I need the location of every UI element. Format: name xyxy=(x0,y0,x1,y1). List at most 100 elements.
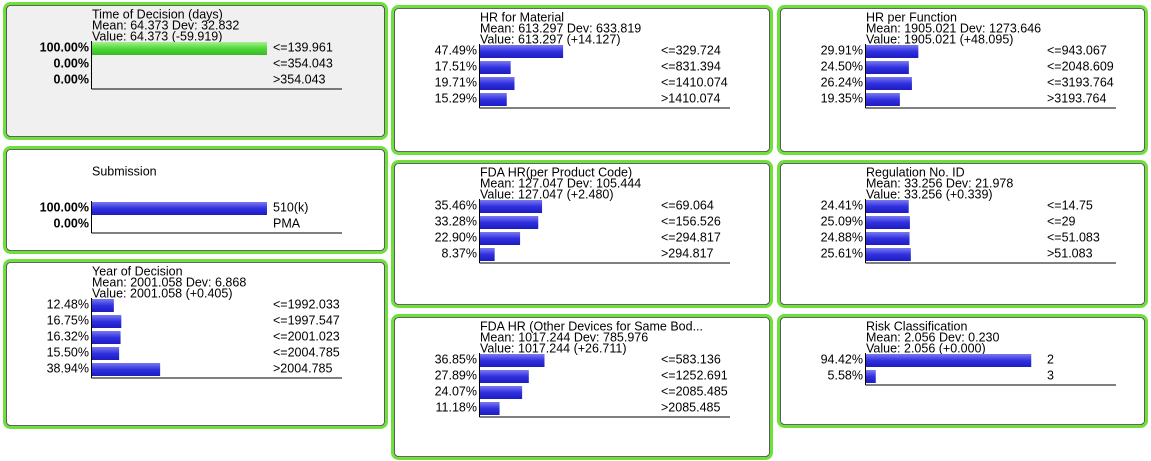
node-title: FDA HR(per Product Code) xyxy=(480,165,632,179)
state-prob: 19.35% xyxy=(821,91,863,105)
node-value: Value: 33.256 (+0.339) xyxy=(866,187,993,201)
state-bar xyxy=(480,93,507,106)
state-prob: 33.28% xyxy=(435,214,477,228)
state-prob: 24.88% xyxy=(821,230,863,244)
node-outline xyxy=(394,163,770,305)
node-mean: Mean: 2001.058 Dev: 6.868 xyxy=(92,275,246,289)
state-label: <=354.043 xyxy=(273,56,333,70)
state-prob: 27.89% xyxy=(435,368,477,382)
state-prob: 19.71% xyxy=(435,75,477,89)
node-mean: Mean: 33.256 Dev: 21.978 xyxy=(866,176,1013,190)
node-value: Value: 1017.244 (+26.711) xyxy=(480,341,627,355)
state-bar xyxy=(480,232,521,245)
state-label: <=2004.785 xyxy=(273,345,340,359)
state-bar xyxy=(866,200,909,213)
node-value: Value: 1905.021 (+48.095) xyxy=(866,32,1013,46)
state-label: <=51.083 xyxy=(1047,230,1100,244)
state-label: <=1997.547 xyxy=(273,313,340,327)
state-prob: 36.85% xyxy=(435,352,477,366)
state-label: <=2001.023 xyxy=(273,329,340,343)
node-title: Submission xyxy=(92,164,157,178)
state-prob: 24.50% xyxy=(821,59,863,73)
state-bar xyxy=(92,299,114,312)
state-prob: 15.29% xyxy=(435,91,477,105)
state-prob: 11.18% xyxy=(436,400,477,414)
state-bar xyxy=(866,61,909,74)
state-label: >1410.074 xyxy=(661,91,720,105)
state-label: <=943.067 xyxy=(1047,43,1107,57)
node-title: Risk Classification xyxy=(866,319,967,333)
node-frame xyxy=(391,160,773,308)
state-prob: 22.90% xyxy=(435,230,477,244)
node-title: FDA HR (Other Devices for Same Bod... xyxy=(480,319,703,333)
state-label: <=329.724 xyxy=(661,43,721,57)
node-frame xyxy=(777,314,1148,428)
node-outline xyxy=(780,8,1145,152)
state-prob: 8.37% xyxy=(442,246,477,260)
state-bar xyxy=(866,45,919,58)
state-bar xyxy=(866,232,910,245)
state-bar xyxy=(866,77,912,90)
state-label: <=294.817 xyxy=(661,230,721,244)
node-frame xyxy=(777,5,1148,155)
state-prob: 0.00% xyxy=(54,56,89,70)
state-label: >2085.485 xyxy=(661,400,720,414)
state-bar xyxy=(480,216,539,229)
state-label: >294.817 xyxy=(661,246,714,260)
node-value: Value: 2001.058 (+0.405) xyxy=(92,286,233,300)
node-value: Value: 64.373 (-59.919) xyxy=(92,29,222,43)
state-prob: 24.41% xyxy=(821,198,863,212)
node-title: HR per Function xyxy=(866,10,957,24)
state-bar xyxy=(480,386,523,399)
node-mean: Mean: 127.047 Dev: 105.444 xyxy=(480,176,641,190)
state-bar xyxy=(480,61,511,74)
state-label: <=139.961 xyxy=(273,40,333,54)
state-prob: 16.75% xyxy=(47,313,89,327)
state-prob: 38.94% xyxy=(47,361,89,375)
state-bar xyxy=(866,216,910,229)
state-bar xyxy=(480,45,564,58)
node-title: HR for Material xyxy=(480,10,564,24)
state-bar xyxy=(866,370,876,383)
state-label: <=29 xyxy=(1047,214,1076,228)
state-bar xyxy=(92,315,122,328)
state-bar xyxy=(92,363,161,376)
state-prob: 0.00% xyxy=(54,72,89,86)
state-label: <=2085.485 xyxy=(661,384,728,398)
state-prob: 5.58% xyxy=(828,368,863,382)
state-prob: 35.46% xyxy=(435,198,477,212)
state-prob: 17.51% xyxy=(435,59,477,73)
state-label: 2 xyxy=(1047,352,1054,366)
node: FDA HR(per Product Code)Mean: 127.047 De… xyxy=(391,160,773,308)
state-label: <=1410.074 xyxy=(661,75,728,89)
node-outline xyxy=(394,317,770,457)
state-label: <=583.136 xyxy=(661,352,721,366)
state-bar xyxy=(92,42,267,55)
node-outline xyxy=(6,149,385,251)
state-prob: 100.00% xyxy=(40,40,89,54)
node-mean: Mean: 1905.021 Dev: 1273.646 xyxy=(866,21,1041,35)
state-bar xyxy=(866,354,1032,367)
node-outline xyxy=(394,8,770,152)
state-prob: 94.42% xyxy=(821,352,863,366)
state-bar xyxy=(92,202,267,215)
state-label: <=1252.691 xyxy=(661,368,728,382)
node-title: Year of Decision xyxy=(92,264,183,278)
node-outline xyxy=(780,317,1145,425)
node-outline xyxy=(6,5,385,137)
node-outline xyxy=(6,262,385,426)
node-outline xyxy=(780,163,1145,305)
node-frame xyxy=(777,160,1148,308)
state-label: PMA xyxy=(273,216,301,230)
state-bar xyxy=(480,370,529,383)
state-label: <=69.064 xyxy=(661,198,714,212)
state-label: <=14.75 xyxy=(1047,198,1093,212)
state-prob: 15.50% xyxy=(47,345,89,359)
state-prob: 25.09% xyxy=(821,214,863,228)
state-bar xyxy=(480,248,495,261)
node-frame xyxy=(391,5,773,155)
node: Submission 100.00% 510(k) 0.00% PMA xyxy=(3,146,388,254)
